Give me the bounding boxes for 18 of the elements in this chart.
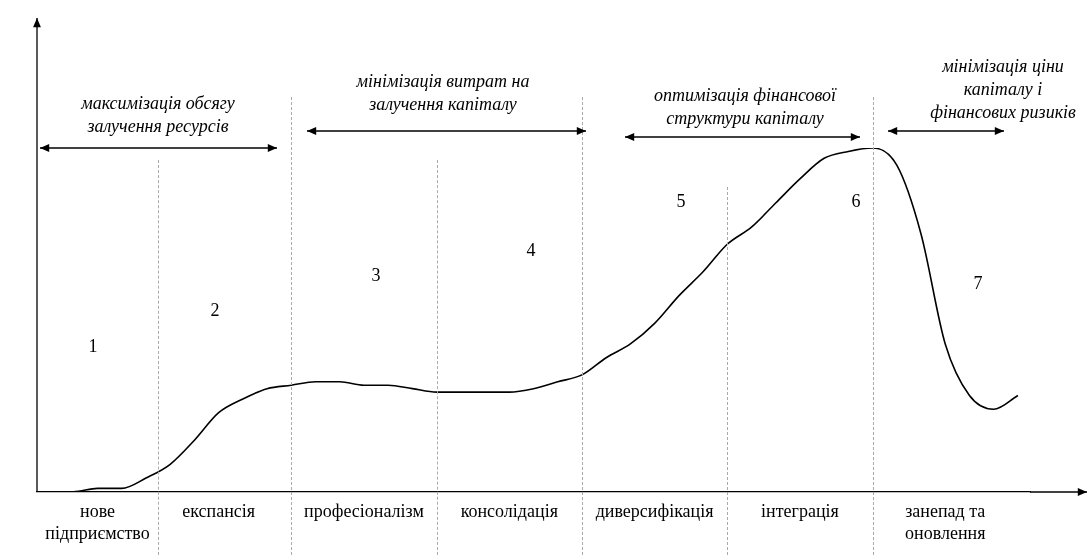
annotation: 4	[525, 239, 537, 262]
text: мінімізація ціни капіталу і фінансових ризиків	[929, 55, 1077, 124]
x-tick-label: експансія	[182, 501, 256, 522]
text: максимізація обсягу залучення ресурсів	[80, 92, 236, 138]
x-tick-label: занепад та оновлення	[905, 501, 986, 543]
x-tick-label: професіоналізм	[304, 501, 424, 522]
x-tick-label: диверсифікація	[595, 501, 714, 522]
annotation: 7	[972, 272, 984, 295]
annotation: 2	[209, 299, 221, 322]
annotation: 5	[675, 190, 687, 213]
annotation: 6	[850, 190, 862, 213]
x-tick-label: нове підприємство	[45, 501, 150, 543]
text: оптимізація фінансової структури капіталу	[652, 84, 838, 130]
x-tick-label: інтеграція	[761, 501, 839, 522]
annotation: 1	[87, 335, 99, 358]
annotation: 3	[370, 264, 382, 287]
text: мінімізація витрат на залучення капіталу	[355, 70, 531, 116]
x-tick-label: консолідація	[460, 501, 558, 522]
